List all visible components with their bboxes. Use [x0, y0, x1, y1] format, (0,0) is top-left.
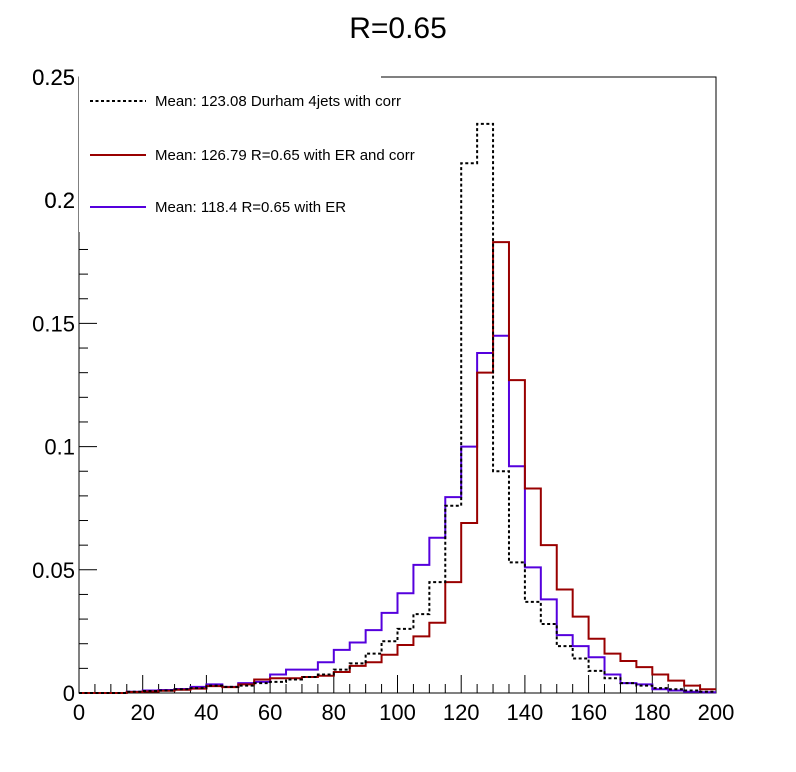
y-tick-label: 0	[63, 681, 75, 706]
y-tick-label: 0.05	[32, 558, 75, 583]
x-tick-label: 200	[698, 700, 735, 725]
chart-title: R=0.65	[349, 12, 447, 45]
legend-label-1: Mean: 123.08 Durham 4jets with corr	[155, 93, 401, 110]
x-tick-label: 160	[570, 700, 607, 725]
series-line-3	[79, 334, 716, 694]
y-tick-label: 0.25	[32, 65, 75, 90]
x-tick-label: 0	[73, 700, 85, 725]
legend: Mean: 123.08 Durham 4jets with corr Mean:…	[32, 65, 415, 232]
legend-label-2: Mean: 126.79 R=0.65 with ER and corr	[155, 147, 415, 164]
x-tick-label: 80	[322, 700, 346, 725]
y-tick-label: 0.2	[44, 188, 75, 213]
x-tick-label: 180	[634, 700, 671, 725]
series-line-1	[79, 122, 716, 694]
x-tick-label: 140	[507, 700, 544, 725]
legend-label-3: Mean: 118.4 R=0.65 with ER	[155, 199, 346, 216]
y-tick-label: 0.15	[32, 311, 75, 336]
x-tick-label: 40	[194, 700, 218, 725]
axes: 0 20 40 60 80 100 120 140 160 180 200 0 0.05 0.1 0.15 0…	[32, 65, 734, 725]
y-tick-label: 0.2	[44, 188, 75, 213]
series-layer	[79, 122, 716, 694]
y-tick-label: 0.1	[44, 435, 75, 460]
y-tick-label: 0.25	[32, 65, 75, 90]
series-line-2	[79, 241, 716, 694]
x-tick-label: 60	[258, 700, 282, 725]
x-tick-label: 20	[130, 700, 154, 725]
x-tick-label: 120	[443, 700, 480, 725]
x-tick-label: 100	[379, 700, 416, 725]
